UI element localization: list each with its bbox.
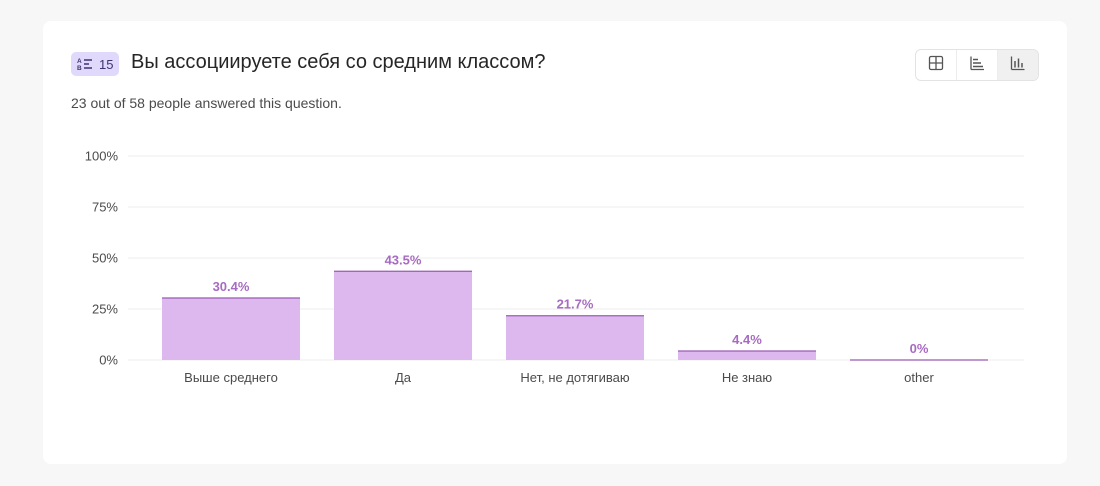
category-label: Нет, не дотягиваю	[520, 370, 629, 385]
bar	[162, 297, 300, 360]
category-label: Не знаю	[722, 370, 773, 385]
y-tick-label: 75%	[92, 199, 118, 214]
vertical-bar-icon	[1010, 55, 1026, 76]
svg-text:A: A	[77, 58, 82, 65]
category-label: other	[904, 370, 934, 385]
question-number: 15	[99, 56, 114, 72]
table-view-icon	[928, 55, 944, 76]
bar	[506, 315, 644, 360]
bar-value-label: 4.4%	[732, 332, 762, 347]
bar-value-label: 21.7%	[557, 297, 594, 312]
table-view-button[interactable]	[916, 50, 956, 80]
response-summary: 23 out of 58 people answered this questi…	[71, 95, 342, 111]
question-title: Вы ассоциируете себя со средним классом?	[131, 51, 546, 73]
bar-value-label: 43.5%	[385, 252, 422, 267]
bar	[334, 271, 472, 360]
y-tick-label: 0%	[99, 352, 118, 367]
question-card: A B 15 Вы ассоциируете себя со средним к…	[43, 21, 1067, 464]
y-tick-label: 50%	[92, 250, 118, 265]
y-tick-label: 25%	[92, 301, 118, 316]
horizontal-bar-view-button[interactable]	[956, 50, 997, 80]
ab-list-icon: A B	[77, 57, 93, 71]
category-label: Выше среднего	[184, 370, 278, 385]
horizontal-bar-icon	[969, 55, 985, 76]
y-tick-label: 100%	[85, 148, 119, 163]
question-badge: A B 15	[71, 52, 119, 76]
bar	[678, 351, 816, 360]
bar-value-label: 30.4%	[213, 279, 250, 294]
vertical-bar-view-button[interactable]	[997, 50, 1038, 80]
chart-view-switch	[915, 49, 1039, 81]
bar-value-label: 0%	[910, 341, 929, 356]
category-label: Да	[395, 370, 412, 385]
svg-text:B: B	[77, 65, 82, 71]
